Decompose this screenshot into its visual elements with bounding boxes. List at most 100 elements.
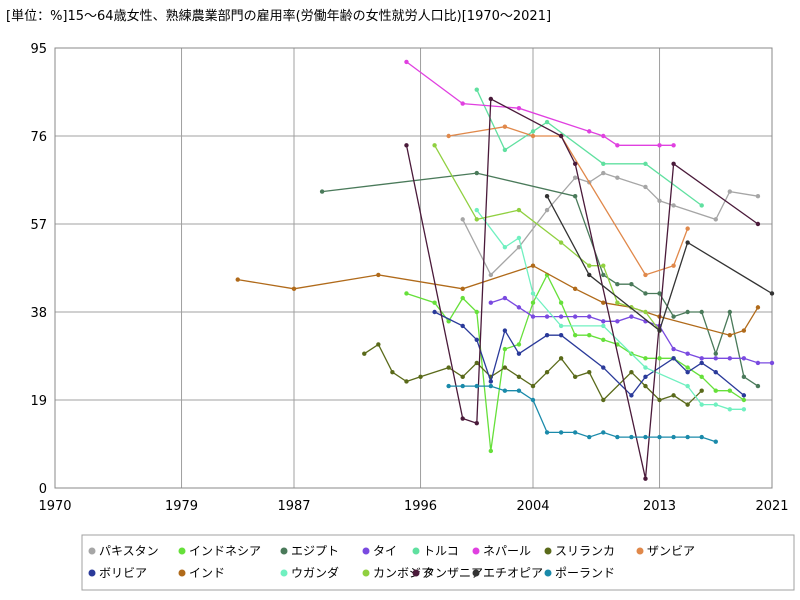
data-point [530, 383, 536, 389]
legend-label: ボリビア [99, 566, 147, 580]
legend-label: タンザニア [423, 566, 483, 580]
legend-marker [412, 547, 420, 555]
data-point [671, 161, 676, 166]
data-point [516, 388, 522, 393]
legend-marker [636, 547, 644, 555]
data-point [601, 397, 606, 403]
data-point [629, 282, 634, 287]
series-12 [404, 96, 761, 481]
data-point [657, 397, 662, 403]
data-point [685, 434, 690, 440]
data-point [643, 291, 648, 296]
data-point [319, 189, 325, 194]
legend-item: タンザニア [412, 566, 483, 580]
data-point [713, 356, 718, 361]
data-point [657, 356, 662, 361]
data-point [643, 365, 648, 370]
legend-item: ザンビア [636, 544, 695, 558]
data-point [291, 286, 297, 292]
data-point [502, 244, 508, 250]
data-point [488, 272, 494, 278]
data-point [488, 96, 494, 102]
legend-item: トルコ [412, 544, 459, 558]
data-point [404, 379, 409, 384]
data-point [404, 143, 409, 148]
legend-item: ポーランド [544, 566, 615, 580]
data-point [432, 300, 437, 305]
data-point [530, 129, 536, 134]
legend-marker [544, 547, 552, 555]
data-point [643, 383, 648, 389]
data-point [558, 356, 564, 361]
data-point [741, 356, 747, 361]
data-point [474, 360, 479, 366]
data-point [544, 430, 550, 435]
data-point [587, 434, 592, 440]
data-point [615, 143, 620, 148]
data-point [755, 221, 761, 227]
data-point [601, 300, 606, 305]
data-point [685, 365, 690, 370]
legend-label: ポーランド [555, 566, 615, 580]
data-point [587, 272, 592, 278]
data-point [432, 309, 437, 315]
data-point [671, 143, 676, 148]
data-point [601, 133, 606, 139]
data-point [699, 360, 704, 366]
data-point [460, 416, 465, 421]
data-point [460, 101, 465, 106]
data-point [657, 198, 662, 204]
series-layer [235, 59, 775, 481]
data-point [572, 286, 578, 292]
data-point [474, 217, 479, 222]
data-point [741, 328, 747, 333]
data-point [587, 370, 592, 375]
y-tick-label: 0 [39, 482, 47, 497]
series-line [448, 385, 717, 443]
data-point [713, 351, 718, 356]
data-point [544, 194, 550, 199]
legend-item: パキスタン [88, 544, 159, 558]
data-point [727, 309, 733, 315]
data-point [741, 393, 747, 398]
data-point [558, 332, 564, 338]
series-line [406, 61, 674, 146]
series-3 [488, 295, 775, 366]
x-tick-label: 1996 [404, 499, 437, 514]
legend-label: カンボジア [373, 566, 433, 580]
data-point [601, 272, 606, 278]
legend-label: ネパール [483, 544, 531, 558]
data-point [474, 87, 479, 92]
legend-marker [412, 569, 420, 577]
data-point [572, 314, 578, 319]
data-point [587, 332, 592, 338]
x-tick-label: 1970 [38, 499, 71, 514]
data-point [755, 194, 761, 199]
data-point [615, 175, 620, 180]
data-point [685, 351, 690, 356]
x-tick-label: 1987 [277, 499, 310, 514]
data-point [643, 161, 648, 166]
legend-marker [472, 569, 480, 577]
data-point [657, 434, 662, 440]
data-point [727, 356, 733, 361]
data-point [558, 430, 564, 435]
legend-label: エチオピア [483, 566, 543, 580]
x-tick-label: 2013 [643, 499, 676, 514]
series-10 [474, 207, 747, 412]
data-point [755, 360, 761, 366]
x-axis: 1970 1979 1987 1996 2004 2013 2021 [38, 499, 788, 514]
data-point [587, 129, 592, 134]
series-1 [404, 272, 747, 454]
legend-marker [178, 569, 186, 577]
legend-item: ウガンダ [280, 565, 339, 580]
legend-label: インドネシア [189, 544, 261, 558]
data-point [629, 434, 634, 440]
data-point [643, 184, 648, 190]
data-point [488, 383, 494, 389]
data-point [671, 393, 676, 398]
data-point [572, 430, 578, 435]
legend-marker [362, 569, 370, 577]
data-point [727, 388, 733, 393]
